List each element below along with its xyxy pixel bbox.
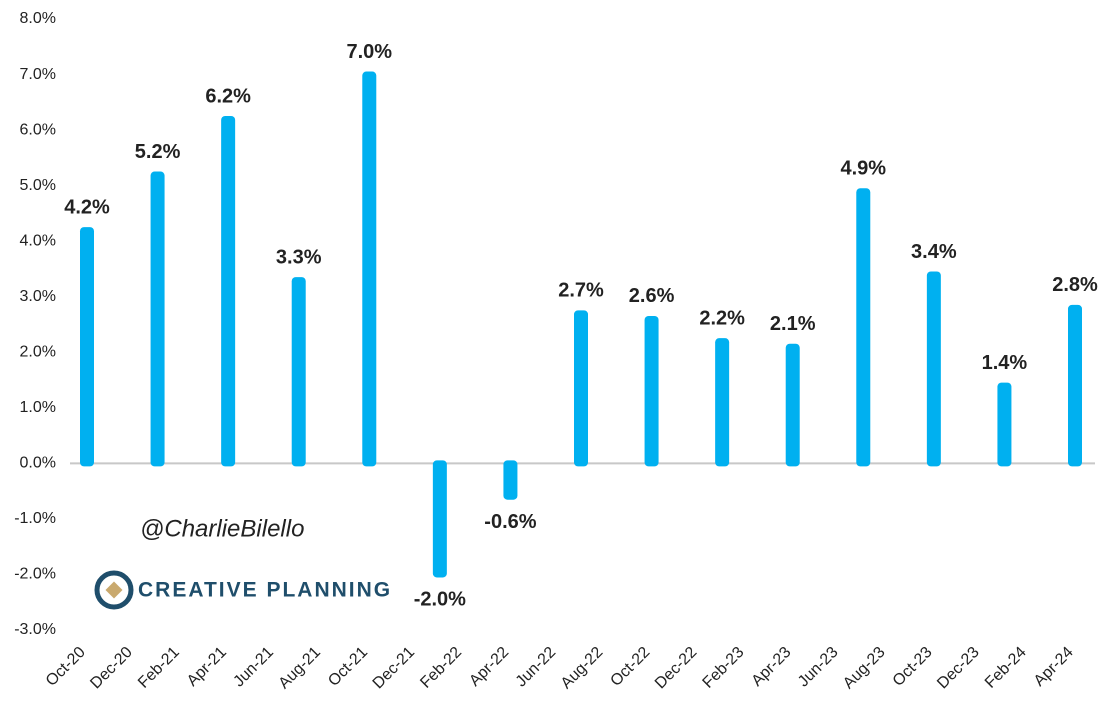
y-tick-label: -3.0% [14, 621, 56, 638]
bar [574, 310, 588, 467]
x-tick-label: Feb-22 [417, 644, 465, 692]
x-tick-label: Apr-24 [1031, 644, 1077, 690]
bar [503, 460, 518, 500]
value-label: 1.4% [982, 352, 1028, 374]
x-tick-label: Dec-20 [87, 644, 136, 693]
x-tick-label: Jun-23 [795, 644, 842, 691]
bar [997, 382, 1012, 467]
x-tick-label: Apr-21 [184, 644, 230, 690]
x-tick-label: Oct-22 [607, 644, 653, 690]
value-label: 2.2% [699, 307, 745, 329]
value-label: 5.2% [135, 141, 181, 163]
y-tick-label: 3.0% [20, 288, 56, 305]
y-tick-label: 2.0% [20, 343, 56, 360]
watermark: @CharlieBilello [140, 515, 304, 542]
y-tick-label: -2.0% [14, 566, 56, 583]
bar [362, 71, 377, 467]
y-tick-label: 1.0% [20, 399, 56, 416]
x-tick-label: Oct-21 [325, 644, 371, 690]
bar [150, 171, 165, 467]
value-label: 2.1% [770, 313, 816, 335]
y-tick-label: 0.0% [20, 455, 56, 472]
x-tick-label: Dec-22 [652, 644, 701, 693]
value-label: -0.6% [484, 511, 536, 533]
x-tick-label: Dec-23 [934, 644, 983, 693]
bar [80, 227, 94, 467]
value-label: 2.8% [1052, 274, 1098, 296]
y-tick-label: 7.0% [20, 66, 56, 83]
x-tick-label: Jun-21 [230, 644, 277, 691]
x-tick-label: Apr-22 [466, 644, 512, 690]
x-tick-label: Apr-23 [749, 644, 795, 690]
x-tick-label: Feb-24 [982, 644, 1030, 692]
bar [926, 271, 941, 467]
value-label: 4.9% [840, 157, 886, 179]
y-tick-label: 6.0% [20, 121, 56, 138]
bar [432, 460, 447, 578]
bar [856, 188, 871, 467]
bar [785, 343, 800, 467]
value-label: 4.2% [64, 196, 110, 218]
x-tick-label: Aug-22 [558, 644, 607, 693]
x-tick-label: Dec-21 [370, 644, 419, 693]
x-tick-label: Feb-21 [135, 644, 183, 692]
x-tick-label: Oct-20 [43, 644, 89, 690]
value-label: 3.4% [911, 241, 957, 263]
value-label: 6.2% [205, 85, 251, 107]
bar [221, 115, 236, 467]
logo-text: CREATIVE PLANNING [138, 579, 392, 602]
bar [291, 277, 306, 467]
bar [644, 315, 659, 467]
x-tick-label: Aug-21 [276, 644, 325, 693]
value-label: 2.7% [558, 280, 604, 302]
x-tick-label: Feb-23 [700, 644, 748, 692]
x-tick-label: Aug-23 [840, 644, 889, 693]
logo-icon [94, 570, 134, 610]
x-tick-label: Oct-23 [890, 644, 936, 690]
y-tick-label: 5.0% [20, 177, 56, 194]
y-tick-label: 8.0% [20, 10, 56, 27]
bar [1068, 304, 1082, 467]
bar [715, 338, 730, 467]
y-tick-label: 4.0% [20, 232, 56, 249]
x-tick-label: Jun-22 [513, 644, 560, 691]
value-label: 3.3% [276, 246, 322, 268]
value-label: -2.0% [414, 589, 466, 611]
y-tick-label: -1.0% [14, 510, 56, 527]
value-label: 2.6% [629, 285, 675, 307]
value-label: 7.0% [346, 41, 392, 63]
